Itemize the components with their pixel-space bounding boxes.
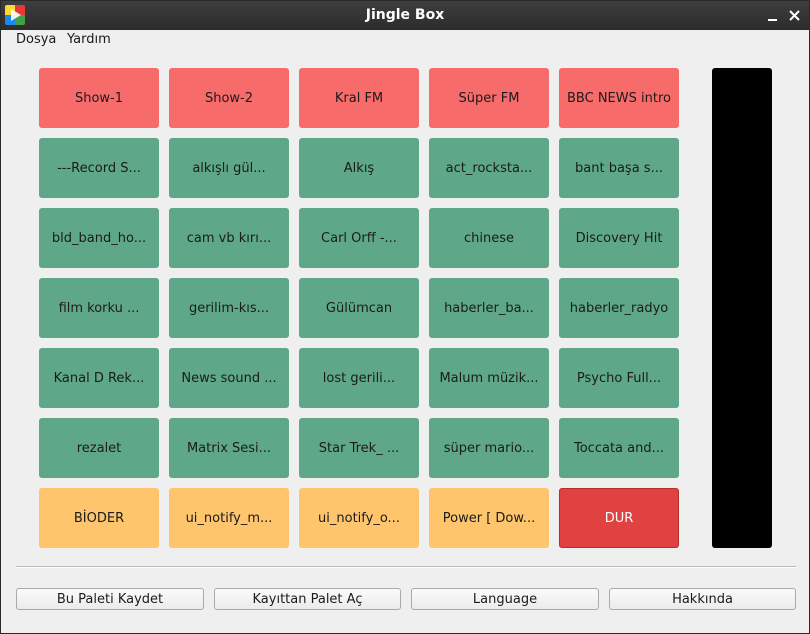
minimize-icon[interactable]: [765, 8, 781, 24]
jingle-pad[interactable]: Power [ Dow...: [429, 488, 549, 548]
jingle-pad[interactable]: Alkış: [299, 138, 419, 198]
jingle-pad[interactable]: haberler_ba...: [429, 278, 549, 338]
jingle-pad[interactable]: alkışlı gül...: [169, 138, 289, 198]
title-bar[interactable]: Jingle Box: [1, 1, 809, 30]
jingle-pad[interactable]: bant başa s...: [559, 138, 679, 198]
jingle-pad[interactable]: Matrix Sesi...: [169, 418, 289, 478]
open-palette-button[interactable]: Kayıttan Palet Aç: [214, 588, 401, 610]
jingle-pad[interactable]: bld_band_ho...: [39, 208, 159, 268]
app-icon: [5, 5, 25, 25]
jingle-pad[interactable]: lost gerili...: [299, 348, 419, 408]
jingle-pad[interactable]: BBC NEWS intro: [559, 68, 679, 128]
language-button[interactable]: Language: [411, 588, 599, 610]
jingle-pad[interactable]: BİODER: [39, 488, 159, 548]
jingle-pad[interactable]: Carl Orff -...: [299, 208, 419, 268]
close-icon[interactable]: [787, 8, 803, 24]
jingle-pad[interactable]: rezalet: [39, 418, 159, 478]
jingle-pad[interactable]: Malum müzik...: [429, 348, 549, 408]
jingle-pad[interactable]: chinese: [429, 208, 549, 268]
jingle-pad[interactable]: cam vb kırı...: [169, 208, 289, 268]
stop-button[interactable]: DUR: [559, 488, 679, 548]
menu-yardim[interactable]: Yardım: [67, 32, 111, 47]
jingle-pad[interactable]: Kral FM: [299, 68, 419, 128]
jingle-pad[interactable]: Psycho Full...: [559, 348, 679, 408]
level-meter: [712, 68, 772, 548]
jingle-pad[interactable]: Show-2: [169, 68, 289, 128]
menu-bar: Dosya Yardım: [1, 30, 809, 50]
jingle-pad[interactable]: Toccata and...: [559, 418, 679, 478]
jingle-pad[interactable]: act_rocksta...: [429, 138, 549, 198]
jingle-pad[interactable]: Star Trek_ ...: [299, 418, 419, 478]
jingle-pad[interactable]: ui_notify_o...: [299, 488, 419, 548]
jingle-pad[interactable]: Discovery Hit: [559, 208, 679, 268]
jingle-pad[interactable]: süper mario...: [429, 418, 549, 478]
menu-dosya[interactable]: Dosya: [16, 32, 57, 47]
jingle-pad[interactable]: gerilim-kıs...: [169, 278, 289, 338]
jingle-pad[interactable]: News sound ...: [169, 348, 289, 408]
jingle-pad[interactable]: Gülümcan: [299, 278, 419, 338]
window-title: Jingle Box: [365, 7, 445, 23]
jingle-pad[interactable]: film korku ...: [39, 278, 159, 338]
jingle-pad[interactable]: Show-1: [39, 68, 159, 128]
jingle-pad[interactable]: haberler_radyo: [559, 278, 679, 338]
jingle-pad[interactable]: ui_notify_m...: [169, 488, 289, 548]
divider: [16, 566, 796, 568]
jingle-pad[interactable]: Kanal D Rek...: [39, 348, 159, 408]
save-palette-button[interactable]: Bu Paleti Kaydet: [16, 588, 204, 610]
jingle-pad[interactable]: ---Record S...: [39, 138, 159, 198]
about-button[interactable]: Hakkında: [609, 588, 796, 610]
jingle-pad[interactable]: Süper FM: [429, 68, 549, 128]
